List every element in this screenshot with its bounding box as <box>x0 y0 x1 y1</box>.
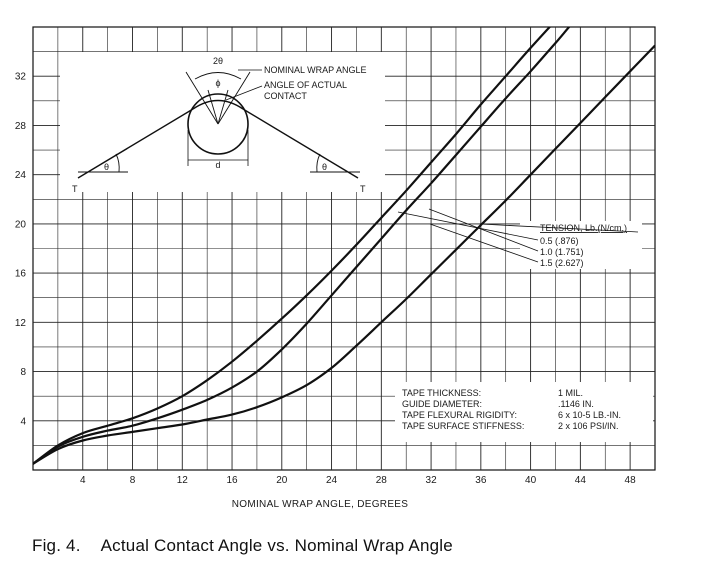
y-tick-label: 4 <box>20 416 26 427</box>
x-tick-label: 20 <box>276 475 288 486</box>
figure-caption: Fig. 4. Actual Contact Angle vs. Nominal… <box>32 536 453 556</box>
y-tick-label: 16 <box>15 269 27 280</box>
series-line-1 <box>33 27 552 465</box>
prop-value-1: 1 MIL. <box>558 388 583 398</box>
prop-label-1: TAPE THICKNESS: <box>402 388 481 398</box>
x-tick-label: 4 <box>80 475 86 486</box>
t-label-left: T <box>72 184 78 194</box>
prop-value-4: 2 x 106 PSI/IN. <box>558 421 619 431</box>
y-tick-label: 24 <box>15 170 27 181</box>
properties-background <box>395 382 653 442</box>
chart-series <box>33 27 655 465</box>
two-theta-ray-right <box>217 71 251 125</box>
theta-label-left: θ <box>104 162 109 172</box>
x-tick-label: 40 <box>525 475 537 486</box>
figure-number: Fig. 4. <box>32 536 81 555</box>
y-tick-label: 20 <box>15 219 27 230</box>
series-line-2 <box>33 27 571 465</box>
tape-properties: TAPE THICKNESS: 1 MIL. GUIDE DIAMETER: .… <box>395 382 653 442</box>
prop-label-3: TAPE FLEXURAL RIGIDITY: <box>402 410 517 420</box>
actual-contact-label-2: CONTACT <box>264 91 307 101</box>
legend-leader-4 <box>479 223 639 233</box>
two-theta-label: 2θ <box>213 56 223 66</box>
prop-value-3: 6 x 10-5 LB.-IN. <box>558 410 621 420</box>
y-tick-label: 12 <box>15 318 27 329</box>
theta-arc-left <box>115 153 120 173</box>
guide-circle <box>187 93 249 155</box>
two-theta-arc <box>194 72 242 80</box>
tape-left <box>77 108 194 179</box>
nominal-wrap-label: NOMINAL WRAP ANGLE <box>264 65 367 75</box>
tape-wrap-arc <box>192 99 244 110</box>
inset-background <box>60 52 385 192</box>
prop-value-2: .1146 IN. <box>558 399 594 409</box>
x-tick-label: 24 <box>326 475 338 486</box>
two-theta-ray-left <box>185 71 219 125</box>
t-label-right: T <box>360 184 366 194</box>
legend-entry-1: 0.5 (.876) <box>540 236 579 246</box>
x-tick-label: 16 <box>226 475 238 486</box>
phi-label: ϕ <box>215 78 220 88</box>
theta-arc-right <box>316 153 321 173</box>
legend: TENSION, Lb.(N/cm.) 0.5 (.876) 1.0 (1.75… <box>397 208 642 269</box>
d-label: d <box>215 160 220 170</box>
x-tick-label: 32 <box>426 475 438 486</box>
actual-contact-label-1: ANGLE OF ACTUAL <box>264 80 347 90</box>
x-tick-label: 28 <box>376 475 388 486</box>
actual-leader <box>225 85 263 101</box>
prop-label-2: GUIDE DIAMETER: <box>402 399 482 409</box>
figure-title: Actual Contact Angle vs. Nominal Wrap An… <box>100 536 453 555</box>
x-tick-label: 12 <box>177 475 189 486</box>
phi-ray-right <box>217 89 229 125</box>
wrap-angle-diagram: d 2θ ϕ θ θ T T NOMINAL WRAP ANGLE ANGLE … <box>60 52 385 194</box>
prop-label-4: TAPE SURFACE STIFFNESS: <box>402 421 524 431</box>
x-tick-label: 36 <box>475 475 487 486</box>
x-tick-label: 48 <box>625 475 637 486</box>
legend-leader-1 <box>397 211 539 241</box>
x-axis-label: NOMINAL WRAP ANGLE, DEGREES <box>232 499 409 510</box>
legend-entry-2: 1.0 (1.751) <box>540 247 584 257</box>
series-line-3 <box>33 44 655 465</box>
legend-leader-3 <box>429 223 539 263</box>
y-tick-label: 8 <box>20 367 26 378</box>
legend-entry-3: 1.5 (2.627) <box>540 258 584 268</box>
theta-label-right: θ <box>322 162 327 172</box>
legend-title: TENSION, Lb.(N/cm.) <box>540 223 627 233</box>
tape-right <box>242 108 359 179</box>
x-tick-label: 8 <box>130 475 136 486</box>
y-tick-label: 32 <box>15 72 27 83</box>
y-tick-label: 28 <box>15 121 27 132</box>
legend-leader-2 <box>428 208 539 252</box>
phi-ray-left <box>207 89 219 125</box>
x-tick-label: 44 <box>575 475 587 486</box>
